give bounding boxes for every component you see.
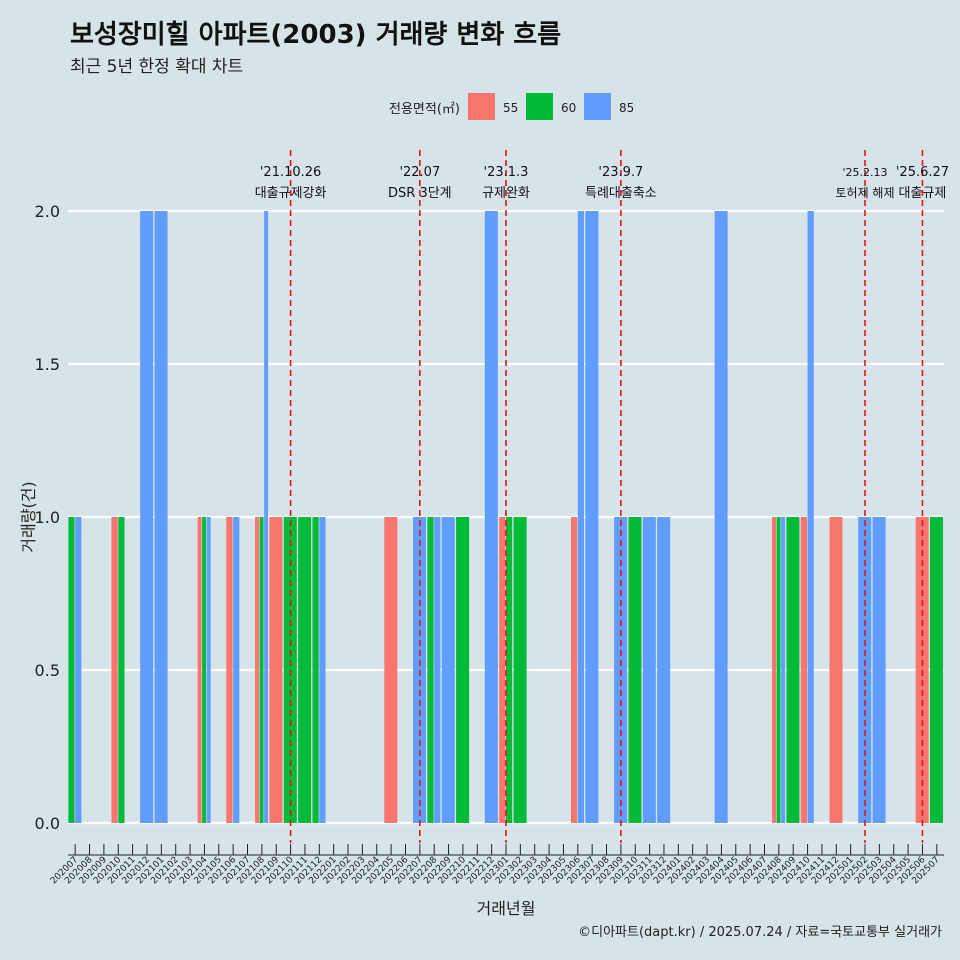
event-name-label: 특례대출축소 — [585, 186, 657, 201]
bars — [68, 211, 944, 823]
bar-85-202108 — [264, 211, 269, 823]
bar-60-202210 — [456, 517, 470, 823]
bar-85-202410 — [807, 211, 814, 823]
bar-60-202104 — [202, 517, 207, 823]
event-markers: '21.10.26 대출규제강화 '22.07 DSR 3단계 '23.1.3 규제완화 '… — [255, 150, 949, 843]
bar-60-202111 — [298, 517, 312, 823]
legend-swatch-60 — [526, 93, 553, 120]
event-date-label: '21.10.26 — [260, 165, 321, 180]
event-date-label: '25.2.13 — [843, 166, 888, 179]
y-tick-label: 1.0 — [35, 508, 60, 527]
bar-55-202412 — [829, 517, 843, 823]
bar-85-202112 — [319, 517, 326, 823]
source-caption: ©디아파트(dapt.kr) / 2025.07.24 / 자료=국토교통부 실… — [578, 925, 942, 940]
bar-60-202409 — [786, 517, 800, 823]
bar-60-202108 — [259, 517, 264, 823]
y-axis: 0.0 0.5 1.0 1.5 2.0 — [35, 202, 60, 833]
bar-60-202208 — [427, 517, 434, 823]
bar-60-202302 — [513, 517, 527, 823]
bar-85-202012 — [140, 211, 154, 823]
bar-60-202007 — [68, 517, 75, 823]
bar-85-202007 — [75, 517, 82, 823]
legend: 전용면적(㎡) 55 60 85 — [389, 93, 634, 120]
bar-55-202301 — [499, 517, 506, 823]
legend-label-60: 60 — [561, 101, 576, 115]
bar-85-202307 — [585, 211, 599, 823]
event-date-label: '23.1.3 — [484, 165, 529, 180]
event-name-label: 토허제 해제 — [836, 186, 895, 200]
bar-55-202104 — [197, 517, 202, 823]
y-tick-label: 2.0 — [35, 202, 60, 221]
y-tick-label: 1.5 — [35, 355, 60, 374]
bar-85-202312 — [657, 517, 671, 823]
event-name-label: 대출규제 — [899, 186, 947, 201]
y-tick-label: 0.5 — [35, 661, 60, 680]
event-date-label: '22.07 — [399, 165, 440, 180]
bar-60-202408 — [776, 517, 781, 823]
event-name-label: 대출규제강화 — [255, 186, 327, 201]
bar-85-202408 — [781, 517, 786, 823]
bar-55-202408 — [772, 517, 776, 823]
chart-title: 보성장미힐 아파트(2003) 거래량 변화 흐름 — [70, 20, 562, 50]
bar-85-202503 — [872, 517, 886, 823]
bar-55-202108 — [255, 517, 259, 823]
bar-55-202410 — [800, 517, 807, 823]
bar-60-202507 — [929, 517, 944, 823]
bar-55-202205 — [384, 517, 398, 823]
y-axis-label: 거래량(건) — [19, 481, 38, 552]
bar-55-202010 — [111, 517, 118, 823]
bar-60-202301 — [506, 517, 513, 823]
x-axis: 2020072020082020092020102020112020122021… — [49, 844, 944, 886]
bar-60-202310 — [628, 517, 642, 823]
bar-55-202109 — [269, 517, 283, 823]
bar-85-202101 — [154, 211, 168, 823]
legend-label-55: 55 — [503, 101, 518, 115]
legend-title: 전용면적(㎡) — [389, 102, 460, 117]
bar-85-202306 — [577, 211, 585, 823]
bar-55-202106 — [226, 517, 233, 823]
event-name-label: 규제완화 — [482, 186, 530, 201]
bar-85-202104 — [206, 517, 211, 823]
bar-85-202208 — [434, 517, 441, 823]
legend-label-85: 85 — [619, 101, 634, 115]
bar-85-202404 — [714, 211, 728, 823]
bar-60-202112 — [312, 517, 319, 823]
legend-swatch-55 — [468, 93, 495, 120]
bar-55-202306 — [570, 517, 578, 823]
bar-85-202212 — [484, 211, 498, 823]
x-axis-label: 거래년월 — [477, 899, 536, 918]
bar-85-202106 — [233, 517, 240, 823]
bar-85-202209 — [441, 517, 455, 823]
event-name-label: DSR 3단계 — [388, 186, 452, 201]
bar-60-202010 — [118, 517, 125, 823]
chart-subtitle: 최근 5년 한정 확대 차트 — [70, 57, 244, 77]
event-date-label: '23.9.7 — [598, 165, 643, 180]
event-date-label: '25.6.27 — [896, 165, 949, 180]
legend-swatch-85 — [584, 93, 611, 120]
bar-85-202311 — [642, 517, 656, 823]
y-tick-label: 0.0 — [35, 814, 60, 833]
